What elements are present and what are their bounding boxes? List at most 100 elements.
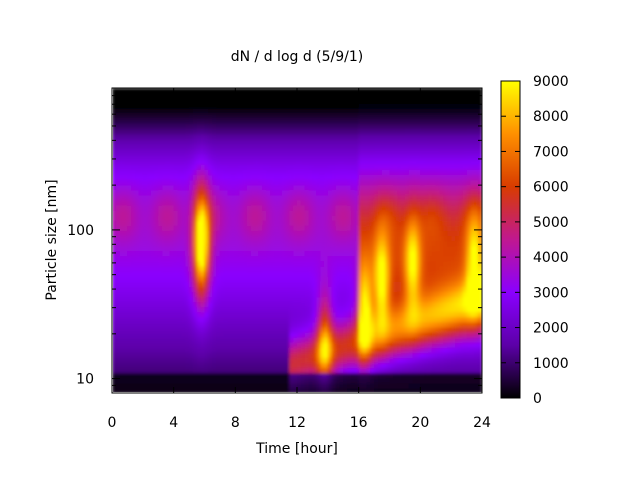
heatmap-cell <box>358 332 364 338</box>
heatmap-cell <box>119 220 125 226</box>
heatmap-cell <box>246 159 252 165</box>
heatmap-cell <box>323 88 329 94</box>
heatmap-cell <box>339 291 344 298</box>
heatmap-cell <box>377 235 383 242</box>
heatmap-cell <box>404 271 410 277</box>
heatmap-cell <box>113 154 117 160</box>
heatmap-cell <box>350 154 356 160</box>
heatmap-cell <box>262 271 267 277</box>
heatmap-cell <box>123 164 129 170</box>
heatmap-cell <box>420 281 425 287</box>
heatmap-cell <box>335 357 340 364</box>
heatmap-cell <box>339 220 344 226</box>
heatmap-cell <box>192 113 198 120</box>
heatmap-cell <box>250 113 256 120</box>
heatmap-cell <box>273 306 279 313</box>
heatmap-cell <box>119 88 125 94</box>
heatmap-cell <box>416 184 421 191</box>
heatmap-cell <box>113 321 117 328</box>
heatmap-cell <box>320 352 325 359</box>
heatmap-cell <box>293 286 298 292</box>
heatmap-cell <box>254 88 260 94</box>
heatmap-cell <box>308 93 314 99</box>
heatmap-cell <box>146 271 152 277</box>
heatmap-cell <box>397 306 402 313</box>
heatmap-cell <box>408 357 414 364</box>
heatmap-cell <box>308 372 314 379</box>
heatmap-cell <box>235 316 240 323</box>
heatmap-cell <box>304 189 310 196</box>
heatmap-cell <box>115 164 121 170</box>
heatmap-cell <box>385 123 391 130</box>
heatmap-cell <box>285 352 290 359</box>
heatmap-cell <box>266 250 271 257</box>
heatmap-cell <box>320 108 325 115</box>
heatmap-cell <box>339 154 344 160</box>
heatmap-cell <box>293 215 298 221</box>
heatmap-cell <box>381 382 387 389</box>
heatmap-cell <box>335 352 340 359</box>
heatmap-cell <box>246 245 252 252</box>
heatmap-cell <box>208 332 213 338</box>
heatmap-cell <box>412 301 418 308</box>
heatmap-cell <box>300 174 306 181</box>
heatmap-cell <box>281 281 287 287</box>
heatmap-cell <box>158 88 163 94</box>
heatmap-cell <box>113 230 117 237</box>
heatmap-cell <box>428 362 433 369</box>
heatmap-cell <box>285 276 290 282</box>
heatmap-cell <box>362 357 367 364</box>
heatmap-cell <box>258 301 263 308</box>
heatmap-cell <box>397 225 402 231</box>
heatmap-cell <box>262 337 267 343</box>
heatmap-cell <box>158 372 163 379</box>
heatmap-cell <box>300 260 306 267</box>
heatmap-cell <box>227 291 233 298</box>
heatmap-cell <box>404 215 410 221</box>
heatmap-cell <box>331 286 337 292</box>
heatmap-cell <box>212 357 217 364</box>
heatmap-cell <box>266 342 271 348</box>
heatmap-cell <box>393 332 398 338</box>
heatmap-cell <box>123 108 129 115</box>
heatmap-cell <box>150 133 155 140</box>
heatmap-cell <box>366 128 371 135</box>
heatmap-cell <box>381 316 387 323</box>
heatmap-cell <box>177 357 182 364</box>
heatmap-cell <box>428 276 433 282</box>
heatmap-cell <box>285 296 290 303</box>
heatmap-cell <box>412 220 418 226</box>
heatmap-cell <box>354 204 360 211</box>
heatmap-cell <box>154 387 159 392</box>
heatmap-cell <box>354 133 360 140</box>
heatmap-cell <box>289 291 294 298</box>
heatmap-cell <box>420 352 425 359</box>
heatmap-cell <box>308 291 314 298</box>
heatmap-cell <box>316 306 321 313</box>
heatmap-cell <box>165 342 171 348</box>
heatmap-cell <box>293 154 298 160</box>
heatmap-cell <box>304 149 310 155</box>
heatmap-cell <box>300 98 306 104</box>
heatmap-cell <box>293 291 298 298</box>
heatmap-cell <box>273 271 279 277</box>
heatmap-cell <box>208 342 213 348</box>
heatmap-cell <box>408 271 414 277</box>
heatmap-cell <box>189 210 194 216</box>
heatmap-cell <box>169 281 175 287</box>
heatmap-cell <box>270 184 275 191</box>
heatmap-cell <box>123 382 129 389</box>
heatmap-cell <box>285 291 290 298</box>
heatmap-cell <box>146 93 152 99</box>
heatmap-cell <box>323 108 329 115</box>
heatmap-cell <box>113 159 117 165</box>
heatmap-cell <box>158 265 163 272</box>
heatmap-cell <box>431 326 437 333</box>
heatmap-cell <box>113 276 117 282</box>
heatmap-cell <box>189 189 194 196</box>
heatmap-cell <box>308 103 314 109</box>
heatmap-cell <box>131 296 136 303</box>
heatmap-cell <box>297 98 302 104</box>
heatmap-cell <box>385 215 391 221</box>
heatmap-cell <box>312 164 317 170</box>
